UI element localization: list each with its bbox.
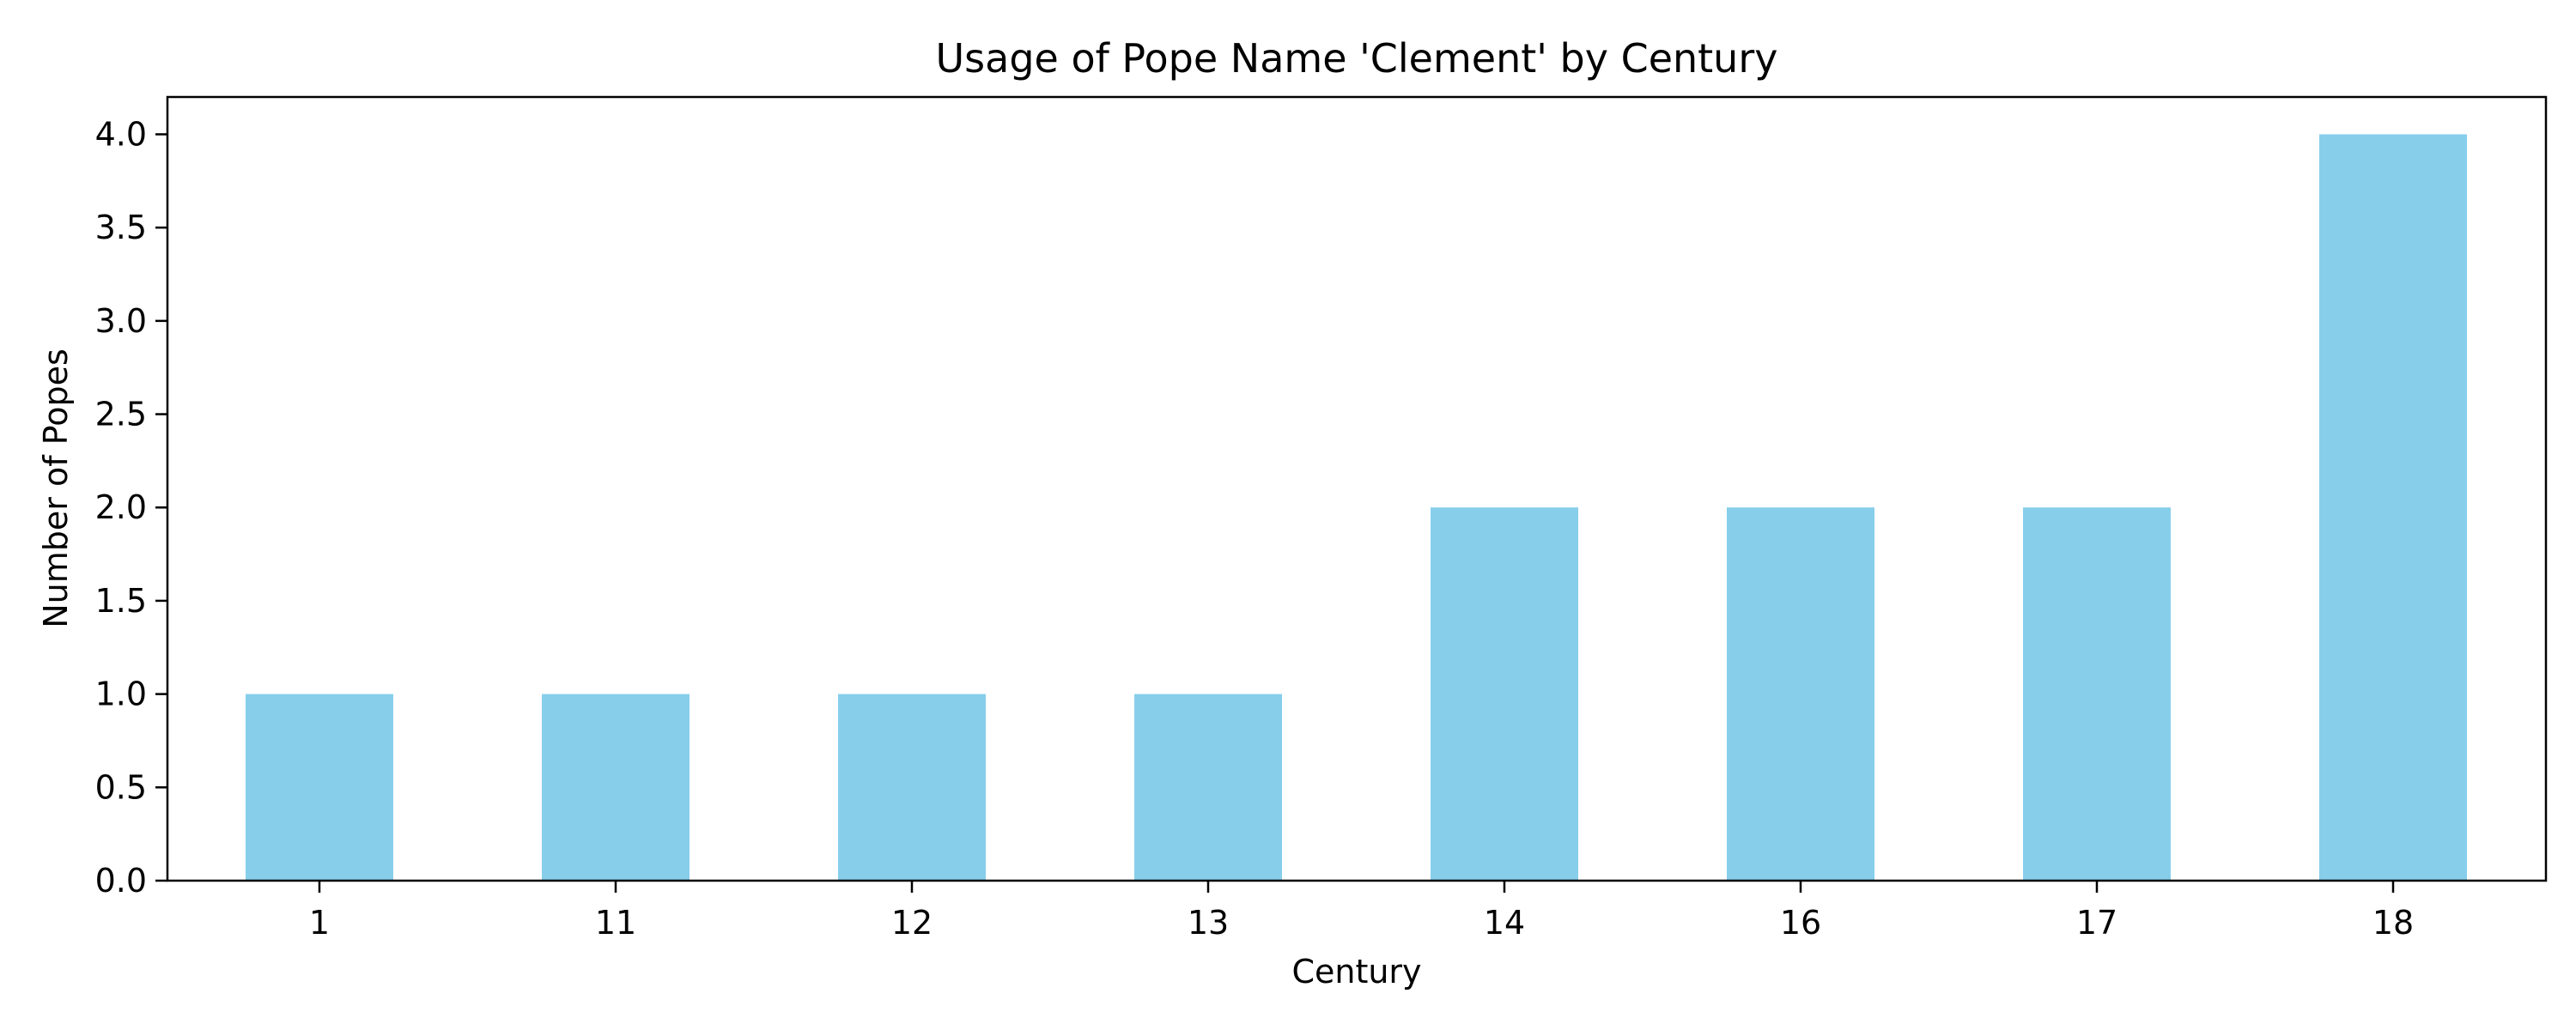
y-axis-ticks: 0.0 0.5 1.0 1.5 2.0 2.5 3.0 3.5 4.0	[95, 115, 167, 900]
y-tick-label: 0.0	[95, 862, 147, 900]
y-axis-label: Number of Popes	[37, 348, 75, 628]
x-axis-label: Century	[1291, 953, 1421, 991]
bar-century-16	[1727, 507, 1874, 881]
x-tick-label: 12	[891, 904, 933, 942]
y-tick-label: 3.0	[95, 302, 147, 340]
y-tick-label: 2.5	[95, 396, 147, 433]
bar-century-17	[2023, 507, 2171, 881]
x-tick-label: 1	[309, 904, 330, 942]
bar-century-13	[1134, 694, 1282, 881]
x-tick-label: 16	[1780, 904, 1821, 942]
y-tick-label: 1.5	[95, 582, 147, 620]
y-tick-label: 2.0	[95, 488, 147, 526]
x-tick-label: 13	[1188, 904, 1229, 942]
bar-century-1	[246, 694, 393, 881]
bar-century-11	[542, 694, 690, 881]
x-tick-label: 17	[2076, 904, 2117, 942]
bar-century-12	[838, 694, 986, 881]
x-tick-label: 18	[2372, 904, 2414, 942]
x-tick-label: 14	[1484, 904, 1525, 942]
bar-century-18	[2319, 134, 2467, 881]
y-tick-label: 0.5	[95, 768, 147, 806]
plot-area-frame	[166, 95, 2548, 882]
y-tick-label: 4.0	[95, 115, 147, 153]
y-tick-label: 1.0	[95, 676, 147, 713]
chart-title: Usage of Pope Name 'Clement' by Century	[936, 35, 1778, 82]
x-tick-label: 11	[595, 904, 636, 942]
y-tick-label: 3.5	[95, 209, 147, 246]
bars-group	[246, 134, 2467, 881]
bar-century-14	[1431, 507, 1578, 881]
x-axis-ticks: 1 11 12 13 14 16 17 18	[309, 881, 2414, 942]
